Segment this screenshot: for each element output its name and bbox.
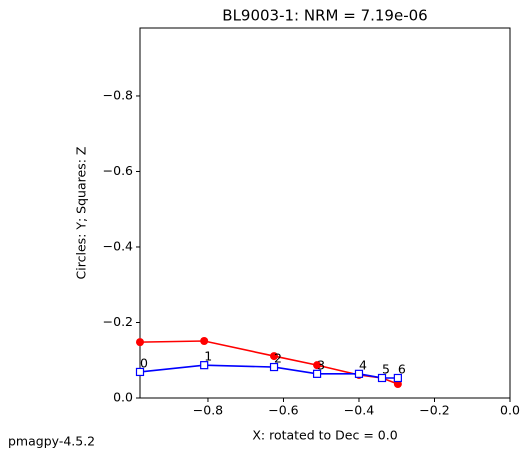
circle-marker bbox=[313, 361, 322, 370]
y-tick-label: −0.6 bbox=[103, 163, 133, 178]
point-label: 3 bbox=[317, 357, 325, 372]
point-label: 6 bbox=[398, 361, 406, 376]
square-marker bbox=[377, 373, 387, 383]
point-label: 0 bbox=[140, 355, 148, 370]
square-marker bbox=[135, 367, 145, 377]
point-label: 1 bbox=[204, 349, 212, 364]
circle-marker bbox=[270, 352, 279, 361]
y-axis-label: Circles: Y; Squares: Z bbox=[74, 147, 89, 280]
square-marker bbox=[312, 369, 322, 378]
y-tick-label: −0.2 bbox=[103, 314, 133, 329]
circle-marker bbox=[200, 336, 209, 345]
circle-marker bbox=[136, 338, 144, 347]
point-label: 2 bbox=[274, 351, 282, 366]
plot-frame bbox=[139, 27, 511, 399]
square-marker bbox=[269, 362, 279, 372]
y-tick-label: −0.4 bbox=[103, 238, 133, 253]
x-axis-label: X: rotated to Dec = 0.0 bbox=[252, 428, 397, 443]
x-tick-label: −0.4 bbox=[344, 403, 374, 418]
chart-title: BL9003-1: NRM = 7.19e-06 bbox=[222, 7, 427, 25]
y-tick-label: −0.8 bbox=[103, 87, 133, 102]
y-tick-label: 0.0 bbox=[113, 390, 133, 405]
x-tick-label: −0.8 bbox=[193, 403, 223, 418]
x-tick-label: −0.6 bbox=[268, 403, 298, 418]
x-tick-label: −0.2 bbox=[419, 403, 449, 418]
point-label: 4 bbox=[359, 357, 367, 372]
square-marker bbox=[393, 373, 402, 383]
footer: pmagpy-4.5.2 bbox=[8, 434, 95, 449]
square-marker bbox=[200, 361, 209, 370]
square-marker bbox=[354, 369, 364, 378]
point-label: 5 bbox=[382, 361, 390, 376]
x-tick-label: 0.0 bbox=[500, 403, 520, 418]
